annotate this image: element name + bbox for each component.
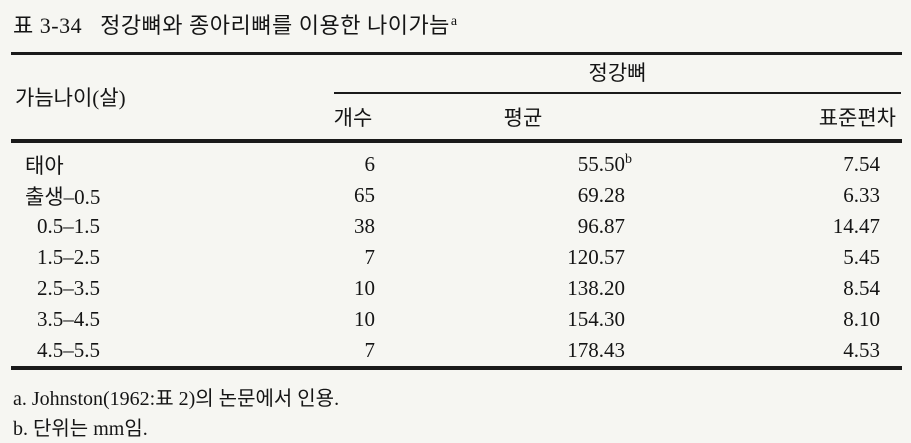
table-row: 3.5–4.5 10 154.30 8.10 (11, 304, 902, 335)
mean-cell: 178.43 (567, 338, 625, 362)
count-cell: 7 (364, 245, 376, 269)
footnote-a: a. Johnston(1962:표 2)의 논문에서 인용. (13, 388, 340, 410)
mean-cell: 138.20 (567, 276, 625, 300)
table-row: 출생–0.5 65 69.28 6.33 (11, 180, 902, 211)
age-column-header: 가늠나이(살) (11, 53, 331, 143)
age-cell: 0.5–1.5 (37, 214, 100, 238)
mean-column-header: 평균 (425, 94, 661, 143)
table-row: 4.5–5.5 7 178.43 4.53 (11, 335, 902, 368)
table-caption-text: 정강뼈와 종아리뼈를 이용한 나이가늠 (100, 13, 450, 38)
sd-column-header: 표준편차 (661, 94, 902, 143)
group-header-row: 가늠나이(살) 정강뼈 (11, 53, 902, 143)
table-caption: 표 3-34 정강뼈와 종아리뼈를 이용한 나이가늠a (13, 8, 911, 52)
count-cell: 6 (364, 152, 376, 176)
footnotes: a. Johnston(1962:표 2)의 논문에서 인용. b. 단위는 m… (13, 384, 911, 443)
sd-cell: 14.47 (832, 214, 880, 238)
count-cell: 65 (354, 183, 375, 207)
age-cell: 1.5–2.5 (37, 245, 100, 269)
age-cell: 3.5–4.5 (37, 307, 100, 331)
count-cell: 7 (364, 338, 376, 362)
sd-cell: 6.33 (843, 183, 880, 207)
count-cell: 10 (354, 307, 375, 331)
sd-cell: 7.54 (843, 152, 880, 176)
count-cell: 10 (354, 276, 375, 300)
count-column-header: 개수 (331, 94, 425, 143)
tibia-group-header-label: 정강뼈 (334, 55, 901, 94)
table-number: 표 3-34 (13, 13, 83, 38)
age-cell: 4.5–5.5 (37, 338, 100, 362)
footnote-b: b. 단위는 mm임. (13, 418, 148, 440)
mean-cell: 69.28 (577, 183, 625, 207)
table-row: 2.5–3.5 10 138.20 8.54 (11, 273, 902, 304)
age-cell: 태아 (25, 153, 64, 178)
column-header-row: 개수 평균 표준편차 (11, 94, 902, 143)
sd-cell: 8.10 (843, 307, 880, 331)
table-row: 1.5–2.5 7 120.57 5.45 (11, 242, 902, 273)
sd-cell: 8.54 (843, 276, 880, 300)
mean-cell: 96.87 (577, 214, 625, 238)
table-row: 0.5–1.5 38 96.87 14.47 (11, 211, 902, 242)
sd-cell: 4.53 (843, 338, 880, 362)
tibia-group-header: 정강뼈 (331, 54, 902, 94)
age-cell: 2.5–3.5 (37, 276, 100, 300)
sd-cell: 5.45 (843, 245, 880, 269)
age-cell: 출생–0.5 (25, 184, 101, 209)
mean-cell: 55.50b (577, 152, 632, 176)
mean-cell: 120.57 (567, 245, 625, 269)
table-row: 태아 6 55.50b 7.54 (11, 141, 902, 180)
mean-cell: 154.30 (567, 307, 625, 331)
age-estimation-table: 가늠나이(살) 정강뼈 개수 평균 표준편차 태아 6 55.50b 7.54 출생–0… (11, 52, 902, 370)
count-cell: 38 (354, 214, 375, 238)
caption-footnote-marker-a: a (450, 13, 458, 29)
